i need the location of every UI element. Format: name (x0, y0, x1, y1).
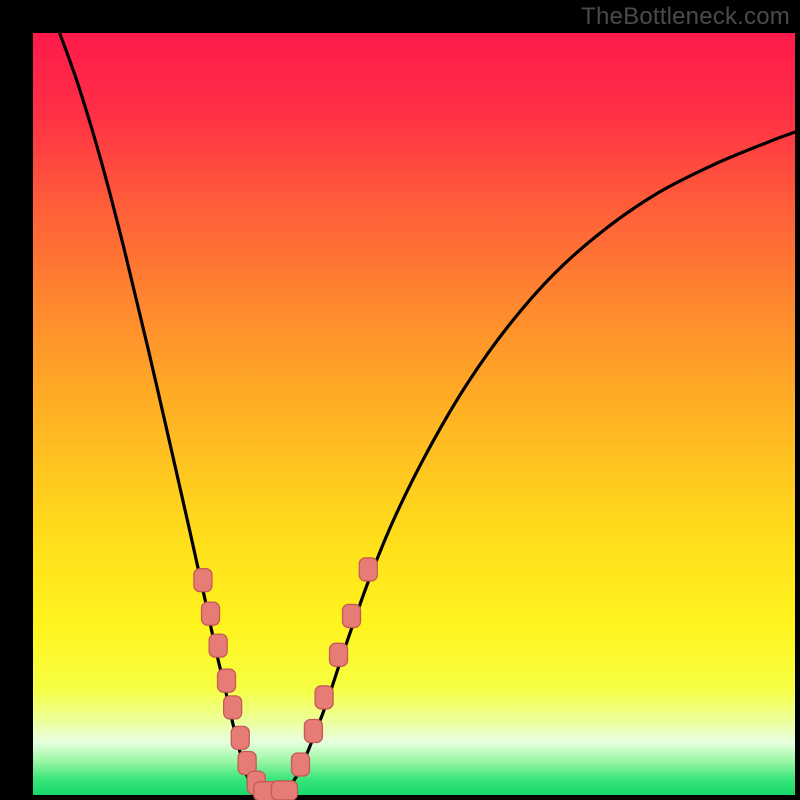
data-marker (315, 686, 333, 709)
data-marker (194, 569, 212, 592)
data-marker (218, 669, 236, 692)
data-marker (202, 602, 220, 625)
data-marker (291, 753, 309, 776)
watermark-text: TheBottleneck.com (581, 3, 790, 31)
data-marker (224, 696, 242, 719)
data-marker (343, 604, 361, 627)
chart-stage: TheBottleneck.com (0, 0, 800, 800)
data-marker (209, 634, 227, 657)
data-marker (231, 726, 249, 749)
data-marker (304, 719, 322, 742)
data-marker (271, 781, 297, 800)
data-marker (359, 558, 377, 581)
chart-overlay-svg (0, 0, 800, 800)
data-marker (330, 643, 348, 666)
v-curve (60, 33, 795, 793)
